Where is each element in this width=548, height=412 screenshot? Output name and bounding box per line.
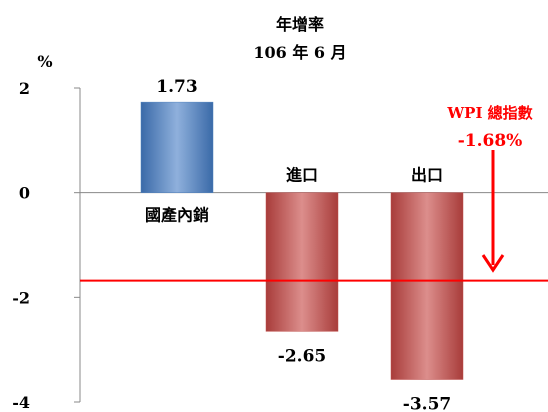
bars: [140, 101, 464, 380]
y-tick-label: 2: [19, 79, 30, 98]
y-tick-label: 0: [19, 184, 30, 203]
category-label-3: 出口: [411, 166, 443, 185]
y-axis-ticks: 2 0 -2 -4: [12, 79, 80, 412]
y-tick-label: -4: [12, 393, 30, 412]
value-label-1: 1.73: [156, 77, 197, 97]
bar-2: [265, 192, 339, 332]
category-label-2: 進口: [286, 166, 318, 185]
wpi-arrow-head: [481, 254, 505, 273]
value-label-3: -3.57: [403, 394, 451, 412]
chart-subtitle: 106 年 6 月: [253, 43, 346, 62]
chart-title: 年增率: [276, 15, 324, 34]
value-label-2: -2.65: [278, 346, 326, 366]
bar-1: [140, 101, 214, 193]
value-labels: 1.73 -2.65 -3.57: [156, 77, 451, 412]
y-tick-label: -2: [12, 288, 30, 307]
wpi-annotation-label: WPI 總指數: [446, 104, 532, 122]
bar-3: [390, 192, 464, 380]
wpi-annotation-value: -1.68%: [458, 131, 523, 151]
y-axis-unit: %: [37, 52, 52, 71]
category-labels: 國產內銷 進口 出口: [145, 166, 443, 225]
category-label-1: 國產內銷: [145, 206, 209, 225]
